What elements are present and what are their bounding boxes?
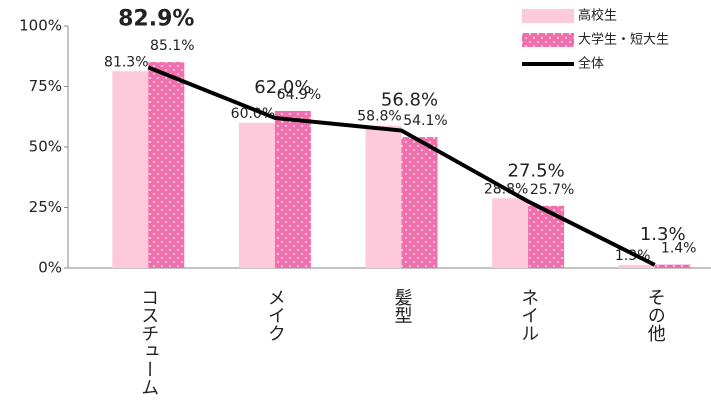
x-tick-label: メイク bbox=[264, 288, 286, 342]
bar bbox=[654, 264, 691, 268]
value-label: 1.4% bbox=[661, 241, 697, 257]
value-label: 25.7% bbox=[530, 182, 574, 198]
legend-label: 全体 bbox=[578, 56, 604, 72]
value-label: 58.8% bbox=[357, 109, 401, 125]
y-tick-label: 100% bbox=[19, 17, 62, 35]
value-label: 54.1% bbox=[403, 113, 447, 129]
legend-label: 高校生 bbox=[578, 8, 617, 24]
y-tick-label: 50% bbox=[29, 138, 62, 156]
line-value-label: 27.5% bbox=[508, 160, 565, 181]
x-tick-label: その他 bbox=[644, 288, 666, 342]
bar bbox=[148, 62, 185, 268]
bar bbox=[492, 198, 529, 268]
line-value-label: 1.3% bbox=[640, 224, 686, 245]
bar bbox=[238, 122, 275, 268]
x-tick-label: ネイル bbox=[518, 288, 540, 342]
x-tick-label: 髪型 bbox=[391, 288, 413, 324]
y-tick-label: 25% bbox=[29, 198, 62, 216]
bar bbox=[401, 137, 438, 268]
line-value-label: 56.8% bbox=[381, 90, 438, 111]
line-value-label: 82.9% bbox=[118, 6, 194, 31]
bar bbox=[365, 125, 402, 268]
value-label: 81.3% bbox=[104, 54, 148, 70]
y-tick-label: 0% bbox=[38, 259, 62, 277]
value-label: 64.9% bbox=[277, 87, 321, 103]
line-value-label: 62.0% bbox=[254, 77, 311, 98]
legend-label: 大学生・短大生 bbox=[578, 32, 669, 48]
x-tick-label: コスチューム bbox=[138, 288, 160, 396]
legend-swatch bbox=[522, 33, 574, 47]
bar bbox=[274, 110, 311, 268]
bar bbox=[618, 264, 655, 268]
value-label: 85.1% bbox=[150, 38, 194, 54]
legend-swatch bbox=[522, 9, 574, 23]
y-tick-label: 75% bbox=[29, 77, 62, 95]
line bbox=[147, 65, 656, 267]
bar bbox=[112, 71, 149, 268]
value-label: 60.0% bbox=[231, 106, 275, 122]
